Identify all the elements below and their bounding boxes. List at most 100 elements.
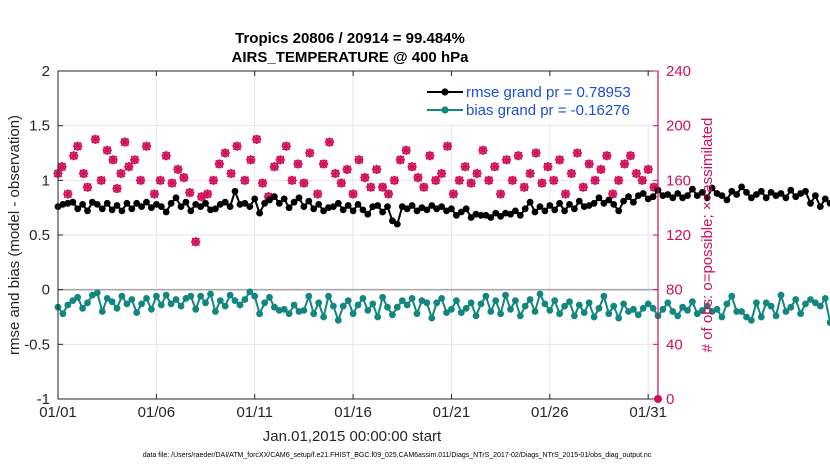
legend-bias-marker xyxy=(441,106,449,114)
obs-assimilated-point xyxy=(372,164,382,174)
obs-assimilated-point xyxy=(625,151,636,161)
rmse-point xyxy=(462,205,470,213)
bias-point xyxy=(698,307,706,314)
rmse-point xyxy=(108,206,116,214)
bias-point xyxy=(325,292,332,300)
obs-assimilated-point xyxy=(419,182,429,192)
data-file-footer: data file: /Users/raeder/DAI/ATM_forcXX/… xyxy=(143,452,652,459)
obs-assimilated-point xyxy=(330,168,340,179)
bias-point xyxy=(423,299,431,307)
bias-point xyxy=(187,292,195,300)
obs-assimilated-point xyxy=(395,155,405,165)
obs-assimilated-point xyxy=(484,175,494,185)
rmse-point xyxy=(275,199,283,207)
obs-assimilated-point xyxy=(366,182,376,192)
rmse-point xyxy=(600,199,608,207)
rmse-point xyxy=(300,203,308,211)
bias-point xyxy=(703,302,711,310)
obs-assimilated-point xyxy=(643,164,653,174)
bias-point xyxy=(118,292,126,300)
y-left-tick-label: 1.5 xyxy=(29,118,50,135)
bias-point xyxy=(153,292,160,300)
obs-assimilated-point xyxy=(82,182,93,192)
bias-point xyxy=(310,310,318,318)
obs-assimilated-point xyxy=(560,189,571,199)
bias-point xyxy=(497,310,504,318)
obs-assimilated-point xyxy=(442,141,453,151)
bias-point xyxy=(197,292,205,300)
bias-point xyxy=(157,301,165,309)
obs-assimilated-point xyxy=(383,189,394,199)
rmse-point xyxy=(620,197,627,205)
bias-point xyxy=(467,299,475,307)
rmse-point xyxy=(807,199,814,207)
rmse-point xyxy=(384,203,391,211)
bias-point xyxy=(630,305,637,313)
rmse-point xyxy=(315,201,323,208)
bias-point xyxy=(143,295,150,302)
obs-assimilated-point xyxy=(263,192,274,202)
bias-point xyxy=(93,289,101,297)
obs-assimilated-point xyxy=(572,148,582,158)
bias-point xyxy=(354,301,362,309)
bias-point xyxy=(482,292,490,300)
bias-point xyxy=(256,310,263,318)
obs-assimilated-point xyxy=(305,148,315,158)
bias-point xyxy=(113,304,121,312)
bias-point xyxy=(753,299,760,307)
bias-point xyxy=(138,300,146,308)
bias-point xyxy=(536,290,544,298)
bias-point xyxy=(79,304,86,312)
obs-assimilated-point xyxy=(637,175,647,185)
rmse-point xyxy=(684,192,691,200)
rmse-point xyxy=(241,199,249,207)
obs-assimilated-point xyxy=(197,192,207,202)
bias-point xyxy=(816,302,824,310)
obs-assimilated-point xyxy=(531,148,541,158)
bias-point xyxy=(797,310,804,318)
obs-assimilated-point xyxy=(537,178,547,188)
rmse-point xyxy=(762,194,770,202)
bias-point xyxy=(812,299,819,307)
bias-point xyxy=(438,295,445,302)
obs-assimilated-point xyxy=(214,159,224,169)
bias-point xyxy=(216,297,224,304)
legend: rmse grand pr = 0.78953 bias grand pr = … xyxy=(420,76,656,124)
bias-point xyxy=(669,308,677,315)
obs-assimilated-point xyxy=(281,141,291,151)
bias-point xyxy=(674,312,682,320)
rmse-point xyxy=(605,196,613,204)
bias-point xyxy=(610,302,618,310)
rmse-point xyxy=(290,198,298,206)
bias-point xyxy=(693,310,701,318)
obs-assimilated-point xyxy=(425,151,435,161)
bias-point xyxy=(615,314,623,322)
bias-point xyxy=(792,296,800,303)
rmse-point xyxy=(266,196,273,204)
legend-rmse-marker xyxy=(441,88,449,96)
bias-point xyxy=(472,312,480,320)
obs-assimilated-point xyxy=(102,145,112,155)
obs-assimilated-point xyxy=(377,182,388,192)
rmse-point xyxy=(487,214,495,221)
obs-assimilated-point xyxy=(549,175,559,185)
obs-assimilated-point xyxy=(413,173,423,183)
rmse-point xyxy=(448,205,455,213)
bias-point xyxy=(285,310,293,318)
bias-point xyxy=(777,291,785,299)
rmse-point xyxy=(625,193,632,201)
bias-point xyxy=(177,302,185,310)
rmse-point xyxy=(221,198,229,206)
obs-assimilated-point xyxy=(220,148,230,158)
rmse-point xyxy=(566,201,573,208)
rmse-point xyxy=(379,208,386,216)
obs-assimilated-point xyxy=(466,178,476,188)
obs-assimilated-point xyxy=(324,137,335,147)
bias-point xyxy=(339,302,347,310)
rmse-point xyxy=(743,189,750,196)
legend-rmse-label: rmse grand pr = 0.78953 xyxy=(466,84,631,101)
rmse-point xyxy=(467,214,475,221)
obs-assimilated-point xyxy=(73,141,83,151)
obs-assimilated-point xyxy=(112,183,122,194)
bias-point xyxy=(738,308,745,315)
